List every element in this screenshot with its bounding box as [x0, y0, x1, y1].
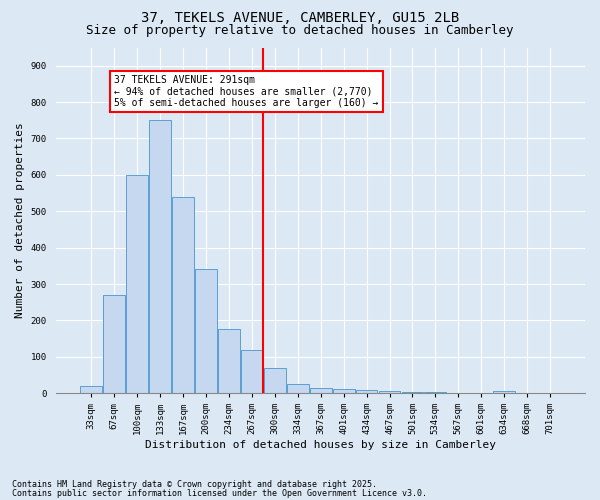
- Bar: [356, 390, 377, 393]
- Bar: [172, 196, 194, 393]
- Bar: [103, 295, 125, 393]
- Text: Size of property relative to detached houses in Camberley: Size of property relative to detached ho…: [86, 24, 514, 37]
- Bar: [195, 270, 217, 393]
- Bar: [127, 175, 148, 393]
- Text: Contains public sector information licensed under the Open Government Licence v3: Contains public sector information licen…: [12, 488, 427, 498]
- Bar: [149, 120, 171, 393]
- Bar: [218, 330, 240, 393]
- Text: 37 TEKELS AVENUE: 291sqm
← 94% of detached houses are smaller (2,770)
5% of semi: 37 TEKELS AVENUE: 291sqm ← 94% of detach…: [114, 75, 379, 108]
- X-axis label: Distribution of detached houses by size in Camberley: Distribution of detached houses by size …: [145, 440, 496, 450]
- Bar: [287, 384, 308, 393]
- Bar: [310, 388, 332, 393]
- Bar: [401, 392, 424, 393]
- Bar: [80, 386, 102, 393]
- Bar: [424, 392, 446, 393]
- Text: 37, TEKELS AVENUE, CAMBERLEY, GU15 2LB: 37, TEKELS AVENUE, CAMBERLEY, GU15 2LB: [141, 11, 459, 25]
- Text: Contains HM Land Registry data © Crown copyright and database right 2025.: Contains HM Land Registry data © Crown c…: [12, 480, 377, 489]
- Bar: [333, 389, 355, 393]
- Bar: [379, 392, 400, 393]
- Y-axis label: Number of detached properties: Number of detached properties: [15, 122, 25, 318]
- Bar: [493, 390, 515, 393]
- Bar: [241, 350, 263, 393]
- Bar: [264, 368, 286, 393]
